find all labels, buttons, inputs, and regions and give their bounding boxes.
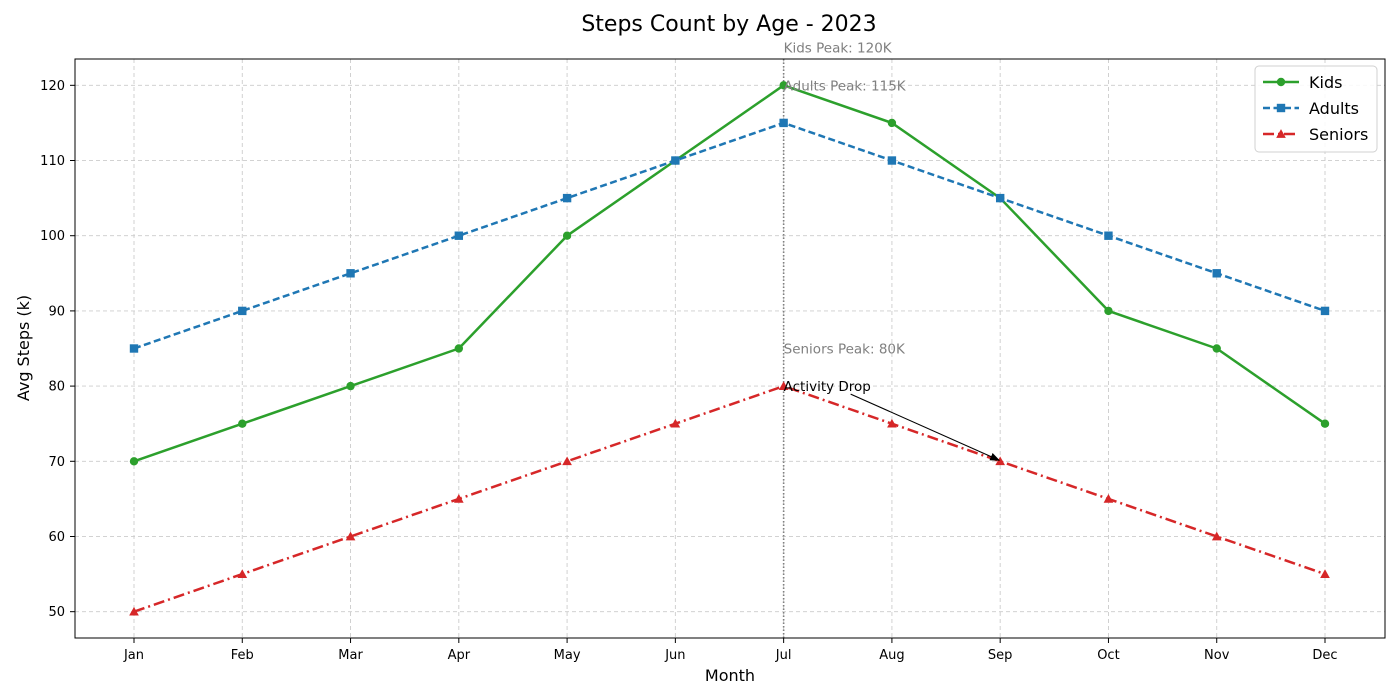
data-point-adults-aug [887, 156, 897, 165]
data-point-seniors-feb [237, 569, 248, 578]
x-tick-label-jul: Jul [775, 648, 792, 663]
x-tick-label-jun: Jun [664, 648, 685, 663]
series-line-kids [133, 84, 1326, 463]
data-point-kids-dec [1320, 419, 1330, 428]
y-tick-label-80: 80 [48, 380, 65, 395]
x-tick-label-dec: Dec [1312, 648, 1337, 663]
annotations: Kids Peak: 120K Adults Peak: 115K Seniors … [784, 41, 1001, 461]
data-point-seniors-may [562, 456, 572, 466]
annotation-seniors-peak: Seniors Peak: 80K [784, 342, 906, 358]
series-layer [129, 81, 1330, 616]
x-tick-label-oct: Oct [1097, 648, 1119, 663]
legend-entry-kids: Kids [1263, 73, 1342, 92]
x-tick-label-nov: Nov [1204, 648, 1230, 663]
y-tick-label-50: 50 [48, 605, 65, 620]
data-point-seniors-nov [1211, 531, 1222, 541]
grid [75, 59, 1385, 638]
data-point-kids-mar [346, 381, 355, 391]
legend-label-adults: Adults [1309, 99, 1359, 118]
data-point-adults-may [562, 193, 572, 203]
x-axis-label: Month [705, 666, 755, 685]
legend-marker-seniors [1276, 129, 1286, 138]
data-point-adults-jul [779, 118, 788, 128]
y-tick-label-90: 90 [48, 304, 65, 319]
annotation-activity-drop: Activity Drop [784, 379, 871, 395]
legend-label-seniors: Seniors [1309, 125, 1368, 144]
x-tick-label-may: May [554, 648, 581, 663]
y-tick-label-60: 60 [48, 530, 65, 545]
annotation-adults-peak: Adults Peak: 115K [784, 78, 907, 94]
legend-marker-kids [1276, 77, 1286, 87]
series-line-adults [133, 121, 1326, 350]
series-line-seniors [133, 384, 1326, 613]
data-point-adults-mar [346, 269, 355, 278]
x-tick-label-jan: Jan [123, 648, 144, 663]
series-seniors [129, 381, 1330, 616]
data-point-adults-feb [238, 306, 247, 316]
data-point-kids-apr [454, 344, 464, 353]
data-point-adults-jun [671, 156, 680, 165]
data-point-seniors-apr [453, 494, 464, 503]
y-axis-ticks: 50 60 70 80 90 100 110 120 [40, 79, 75, 620]
data-point-kids-feb [238, 419, 247, 428]
legend-box [1254, 65, 1378, 153]
x-tick-label-feb: Feb [231, 648, 254, 663]
data-point-kids-jul [779, 81, 788, 90]
x-tick-label-sep: Sep [988, 648, 1013, 663]
data-point-adults-dec [1320, 306, 1330, 316]
legend-marker-adults [1276, 103, 1286, 113]
legend-entry-adults: Adults [1263, 99, 1359, 118]
plot-frame [74, 58, 1386, 639]
y-tick-label-110: 110 [40, 154, 65, 169]
series-adults [129, 118, 1330, 353]
legend-entry-seniors: Seniors [1263, 125, 1368, 144]
data-point-seniors-jan [129, 606, 139, 616]
data-point-kids-oct [1104, 306, 1113, 316]
x-axis-ticks: Jan Feb Mar Apr May Jun Jul Aug Sep Oct Nov Dec [123, 638, 1338, 663]
data-point-adults-sep [995, 193, 1005, 203]
data-point-kids-jan [129, 457, 139, 466]
data-point-adults-jan [129, 344, 139, 353]
y-tick-label-70: 70 [48, 455, 65, 470]
data-point-seniors-aug [887, 418, 897, 428]
y-tick-label-100: 100 [40, 229, 65, 244]
chart-title: Steps Count by Age - 2023 [581, 12, 876, 37]
x-tick-label-aug: Aug [879, 648, 904, 663]
annotation-arrow [850, 393, 1001, 461]
data-point-seniors-sep [995, 456, 1006, 466]
data-point-seniors-oct [1103, 494, 1114, 503]
data-point-seniors-mar [345, 531, 356, 541]
legend-label-kids: Kids [1309, 73, 1342, 92]
series-kids [129, 81, 1330, 466]
annotation-kids-peak: Kids Peak: 120K [784, 41, 893, 57]
data-point-adults-nov [1212, 269, 1221, 278]
y-axis-label: Avg Steps (k) [14, 295, 33, 401]
data-point-seniors-dec [1320, 569, 1330, 578]
y-tick-label-120: 120 [40, 79, 65, 94]
data-point-adults-oct [1104, 231, 1113, 240]
data-point-seniors-jun [670, 418, 681, 428]
data-point-kids-aug [887, 118, 897, 128]
x-tick-label-apr: Apr [448, 648, 471, 663]
data-point-seniors-jul [778, 381, 789, 390]
data-point-adults-apr [454, 231, 464, 240]
x-tick-label-mar: Mar [338, 648, 363, 663]
legend: Kids Adults Seniors [1254, 65, 1378, 153]
data-point-kids-nov [1212, 344, 1221, 353]
data-point-kids-may [562, 231, 572, 240]
